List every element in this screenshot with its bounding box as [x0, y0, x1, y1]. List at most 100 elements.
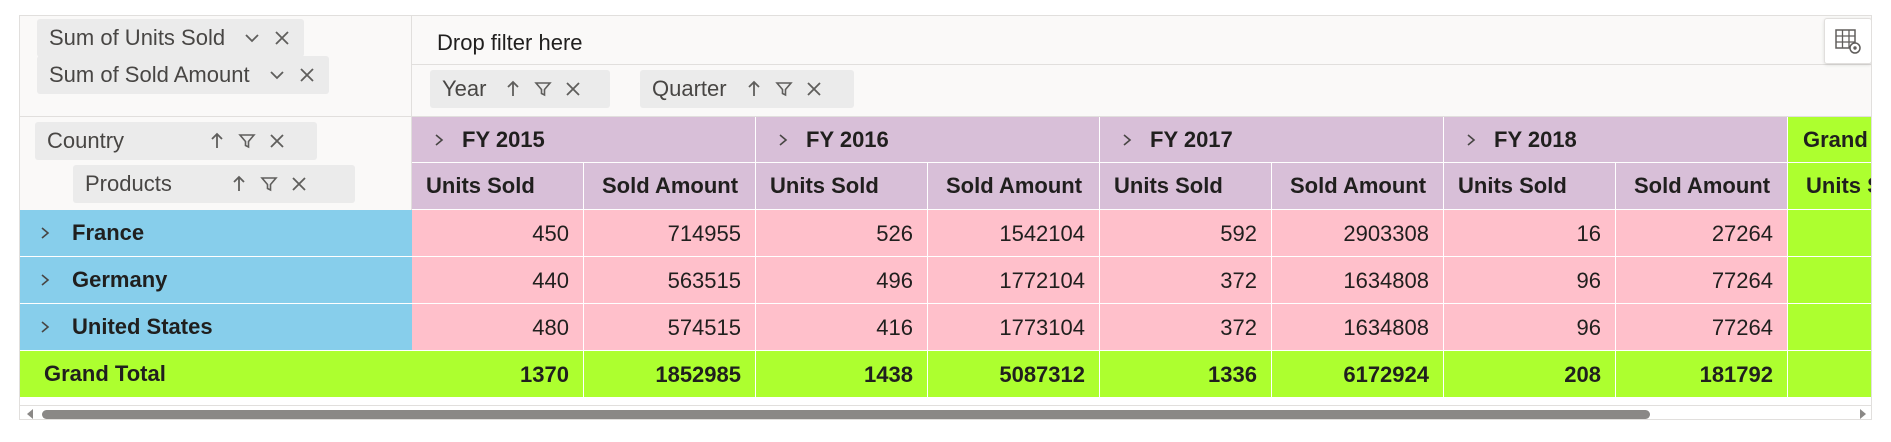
grand-total-cell[interactable]: 5087312: [928, 351, 1100, 398]
grand-total-cell[interactable]: 1370: [412, 351, 584, 398]
table-settings-button[interactable]: [1824, 18, 1871, 64]
scrollbar-thumb[interactable]: [42, 410, 1650, 419]
measure-header-label: Units Sold: [1458, 173, 1567, 198]
value-cell[interactable]: 1773104: [928, 304, 1100, 351]
column-header-year[interactable]: FY 2016: [756, 117, 1100, 163]
filter-icon[interactable]: [256, 171, 282, 197]
value-cell[interactable]: 16: [1444, 210, 1616, 257]
year-label: FY 2017: [1150, 126, 1233, 152]
grand-total-cell[interactable]: 208: [1444, 351, 1616, 398]
sort-ascending-icon[interactable]: [226, 171, 252, 197]
grouping-bar: Drop filter here Sum of Units Sold Sum o…: [20, 16, 1871, 117]
measure-header-label: Units Sold: [1114, 173, 1223, 198]
column-header-year[interactable]: FY 2017: [1100, 117, 1444, 163]
rows-zone: Country Products: [20, 117, 412, 210]
table-settings-icon: [1835, 29, 1861, 54]
value-pill-sold-amount[interactable]: Sum of Sold Amount: [37, 56, 329, 94]
value-pill-units-sold[interactable]: Sum of Units Sold: [37, 19, 304, 57]
filter-icon[interactable]: [234, 128, 260, 154]
value-cell[interactable]: 1542104: [928, 210, 1100, 257]
row-pill-country[interactable]: Country: [35, 122, 317, 160]
value-cell[interactable]: 574515: [584, 304, 756, 351]
measure-header-label: Units Sold: [770, 173, 879, 198]
grand-total-cell[interactable]: 181792: [1616, 351, 1788, 398]
value-cell[interactable]: 714955: [584, 210, 756, 257]
grand-total-cell[interactable]: [1788, 257, 1871, 304]
value-cell[interactable]: 96: [1444, 304, 1616, 351]
grand-total-cell[interactable]: 6172924: [1272, 351, 1444, 398]
horizontal-scrollbar[interactable]: [20, 405, 1871, 419]
value-cell[interactable]: 2903308: [1272, 210, 1444, 257]
value-cell[interactable]: 1772104: [928, 257, 1100, 304]
measure-header: Sold Amount: [1616, 163, 1788, 210]
grand-total-cell[interactable]: [1788, 351, 1871, 398]
filter-zone[interactable]: Drop filter here: [412, 16, 1871, 65]
measure-header-grand-total: Units Sold: [1788, 163, 1871, 210]
value-cell[interactable]: 1634808: [1272, 304, 1444, 351]
grand-total-cell[interactable]: 1336: [1100, 351, 1272, 398]
value-cell[interactable]: 450: [412, 210, 584, 257]
row-label: Grand Total: [44, 361, 166, 386]
row-header-germany[interactable]: Germany: [20, 257, 412, 304]
value-cell[interactable]: 592: [1100, 210, 1272, 257]
sort-ascending-icon[interactable]: [500, 76, 526, 102]
row-header-united-states[interactable]: United States: [20, 304, 412, 351]
row-header-grand-total: Grand Total: [20, 351, 412, 398]
value-cell[interactable]: 77264: [1616, 257, 1788, 304]
measure-header-label: Sold Amount: [1290, 173, 1427, 198]
close-icon[interactable]: [286, 171, 312, 197]
scroll-right-icon[interactable]: [1855, 408, 1871, 419]
pivot-table: Drop filter here Sum of Units Sold Sum o…: [19, 15, 1872, 420]
grand-total-cell[interactable]: 1438: [756, 351, 928, 398]
value-cell[interactable]: 440: [412, 257, 584, 304]
value-cell[interactable]: 96: [1444, 257, 1616, 304]
grand-total-cell[interactable]: 1852985: [584, 351, 756, 398]
column-header-year[interactable]: FY 2015: [412, 117, 756, 163]
value-cell[interactable]: 563515: [584, 257, 756, 304]
row-header-france[interactable]: France: [20, 210, 412, 257]
chevron-right-icon[interactable]: [1114, 133, 1140, 147]
column-pill-label: Quarter: [652, 76, 727, 101]
value-cell[interactable]: 416: [756, 304, 928, 351]
column-pill-label: Year: [442, 76, 487, 101]
row-pill-products[interactable]: Products: [73, 165, 355, 203]
sort-ascending-icon[interactable]: [204, 128, 230, 154]
grand-total-cell[interactable]: [1788, 210, 1871, 257]
value-cell[interactable]: 480: [412, 304, 584, 351]
value-cell[interactable]: 27264: [1616, 210, 1788, 257]
value-cell[interactable]: 526: [756, 210, 928, 257]
value-cell[interactable]: 372: [1100, 257, 1272, 304]
chevron-right-icon[interactable]: [34, 226, 56, 240]
chevron-right-icon[interactable]: [1458, 133, 1484, 147]
close-icon[interactable]: [264, 128, 290, 154]
value-cell[interactable]: 77264: [1616, 304, 1788, 351]
chevron-right-icon[interactable]: [34, 320, 56, 334]
grand-total-cell[interactable]: [1788, 304, 1871, 351]
grand-total-header-label: Grand Total: [1803, 126, 1871, 152]
close-icon[interactable]: [294, 62, 320, 88]
filter-icon[interactable]: [530, 76, 556, 102]
filter-icon[interactable]: [771, 76, 797, 102]
row-pill-label: Country: [47, 128, 125, 153]
chevron-right-icon[interactable]: [426, 133, 452, 147]
scroll-left-icon[interactable]: [22, 408, 38, 419]
measure-header-label: Units Sold: [426, 173, 535, 198]
chevron-down-icon[interactable]: [239, 25, 265, 51]
value-cell[interactable]: 372: [1100, 304, 1272, 351]
close-icon[interactable]: [269, 25, 295, 51]
chevron-right-icon[interactable]: [770, 133, 796, 147]
column-pill-quarter[interactable]: Quarter: [640, 70, 854, 108]
measure-header-label: Sold Amount: [946, 173, 1083, 198]
value-cell[interactable]: 1634808: [1272, 257, 1444, 304]
columns-zone: [412, 65, 1871, 117]
chevron-right-icon[interactable]: [34, 273, 56, 287]
measure-header: Units Sold: [1444, 163, 1616, 210]
column-pill-year[interactable]: Year: [430, 70, 610, 108]
close-icon[interactable]: [560, 76, 586, 102]
close-icon[interactable]: [801, 76, 827, 102]
chevron-down-icon[interactable]: [264, 62, 290, 88]
sort-ascending-icon[interactable]: [741, 76, 767, 102]
column-header-year[interactable]: FY 2018: [1444, 117, 1788, 163]
column-header-grand-total: Grand Total: [1788, 117, 1871, 163]
value-cell[interactable]: 496: [756, 257, 928, 304]
